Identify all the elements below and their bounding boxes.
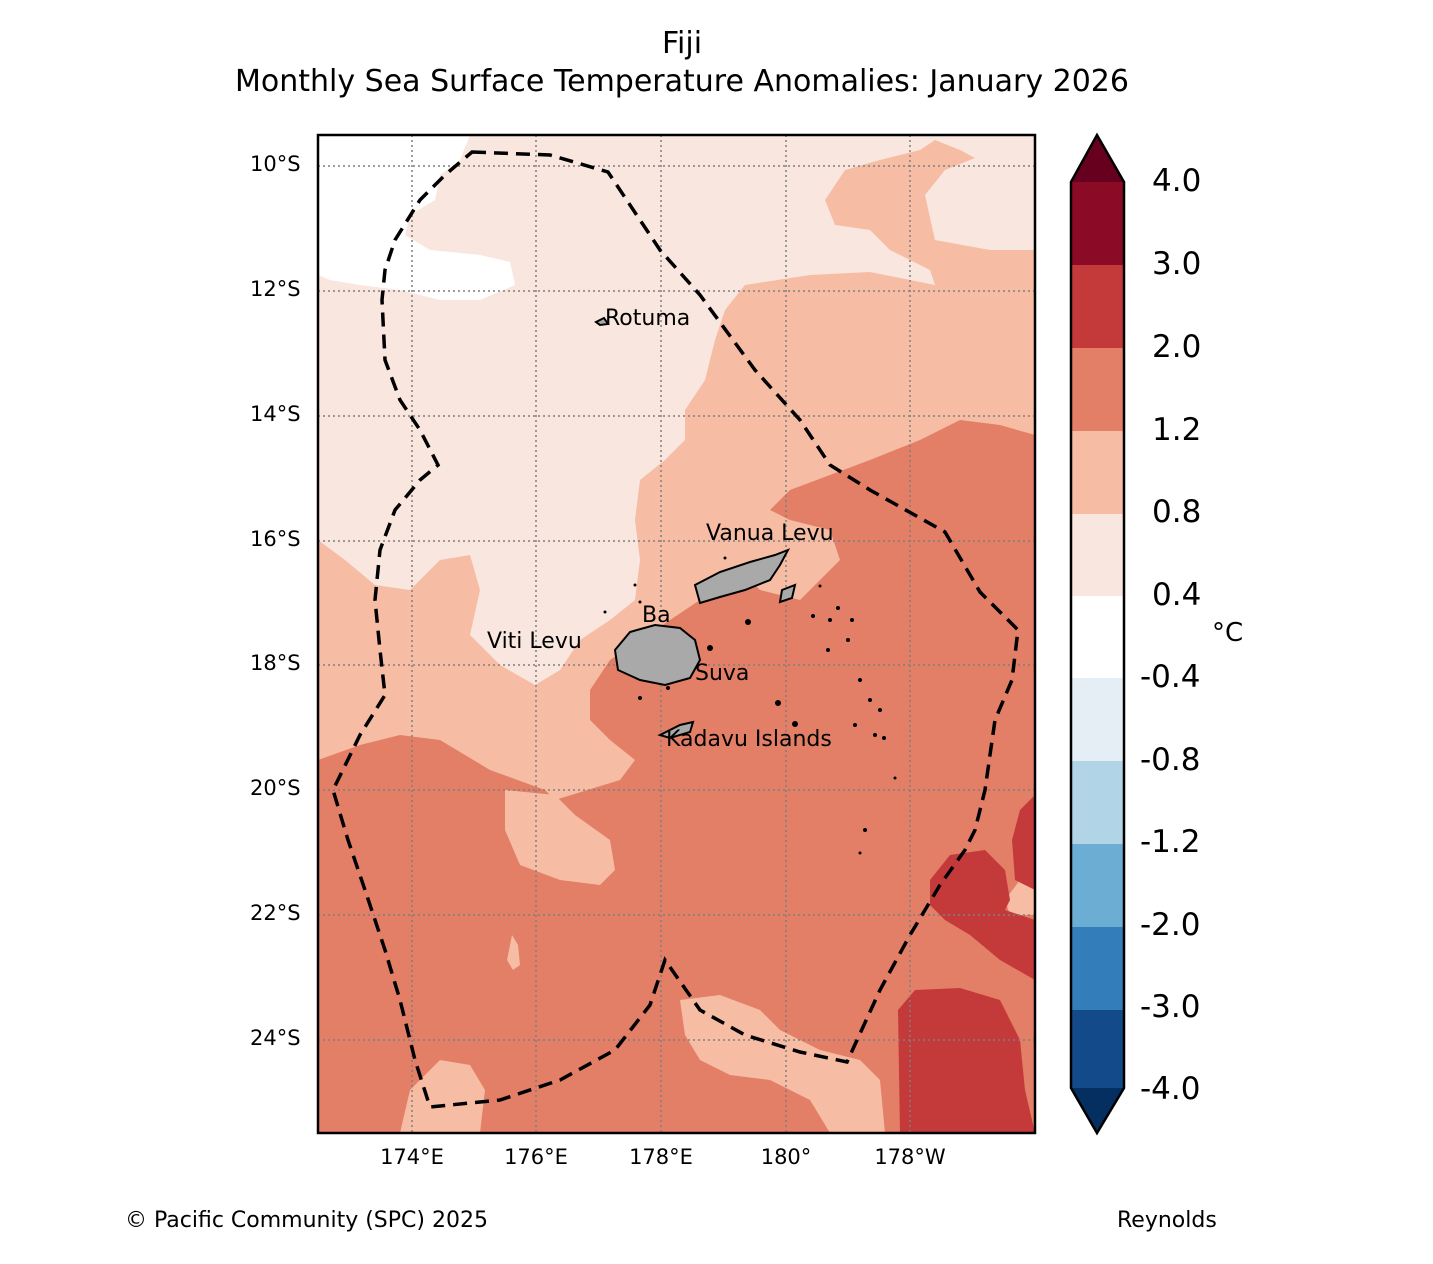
map-title-subtitle: Monthly Sea Surface Temperature Anomalie… (235, 64, 1129, 99)
colorbar-extend-min (1071, 1088, 1124, 1133)
taveuni-island (778, 583, 797, 604)
anomaly-band-neutral-2 (345, 178, 400, 225)
anomaly-band-0.8-1.2-tongue (505, 790, 615, 885)
place-label-kadavu-islands: Kadavu Islands (666, 727, 832, 752)
colorbar-tick: 1.2 (1152, 412, 1202, 448)
copyright-notice: © Pacific Community (SPC) 2025 (125, 1208, 488, 1233)
lat-label-14s: 14°S (250, 402, 301, 426)
place-label-viti-levu: Viti Levu (487, 629, 582, 654)
colorbar-tick: -0.8 (1140, 742, 1201, 778)
place-label-rotuma: Rotuma (605, 306, 691, 331)
colorbar-tick: 3.0 (1152, 246, 1202, 282)
lat-label-12s: 12°S (250, 277, 301, 301)
colorbar (1069, 132, 1126, 1136)
colorbar-unit-label: °C (1212, 618, 1244, 648)
place-label-ba: Ba (642, 603, 671, 628)
anomaly-band-2.0-3.0-east (930, 850, 1035, 980)
data-source-label: Reynolds (1117, 1208, 1217, 1233)
anomaly-band-0.8-1.2-southwest (400, 1060, 485, 1133)
small-islands (603, 556, 897, 855)
rotuma-island (594, 316, 610, 327)
colorbar-tick: 0.4 (1152, 577, 1202, 613)
kadavu-island (657, 720, 695, 740)
anomaly-band-0.8-1.2-east (1005, 880, 1035, 915)
colorbar-tick: -0.4 (1140, 659, 1201, 695)
lat-label-24s: 24°S (250, 1026, 301, 1050)
vanua-levu-island (693, 548, 791, 605)
lon-label-178w: 178°W (874, 1145, 946, 1169)
colorbar-tick: 4.0 (1152, 163, 1202, 199)
anomaly-band-1.2-2.0 (318, 420, 1035, 1133)
map-frame (316, 133, 1037, 1135)
place-label-vanua-levu: Vanua Levu (706, 521, 834, 546)
anomaly-band-neutral (318, 135, 515, 300)
lat-label-20s: 20°S (250, 776, 301, 800)
colorbar-tick: 0.8 (1152, 494, 1202, 530)
colorbar-tick: -3.0 (1140, 989, 1201, 1025)
colorbar-tick: 2.0 (1152, 329, 1202, 365)
anomaly-band-2.0-3.0-edge (1012, 795, 1035, 890)
colorbar-extend-max (1071, 135, 1124, 182)
map-title-region: Fiji (661, 26, 703, 61)
sst-anomaly-field (318, 135, 1035, 1133)
viti-levu-island (613, 623, 702, 687)
anomaly-band-2.0-3.0 (898, 988, 1035, 1133)
fiji-land (594, 316, 797, 740)
anomaly-band-0.8-1.2-south (680, 995, 885, 1133)
anomaly-band-0.8-1.2-spot (507, 935, 520, 970)
colorbar-tick: -1.2 (1140, 824, 1201, 860)
lon-label-176e: 176°E (504, 1145, 568, 1169)
place-label-suva: Suva (695, 661, 750, 686)
lon-label-174e: 174°E (380, 1145, 444, 1169)
lat-label-10s: 10°S (250, 152, 301, 176)
lat-label-18s: 18°S (250, 651, 301, 675)
lat-label-16s: 16°S (250, 527, 301, 551)
lon-label-180: 180° (760, 1145, 812, 1169)
colorbar-tick: -4.0 (1140, 1071, 1201, 1107)
lat-label-22s: 22°S (250, 901, 301, 925)
colorbar-tick: -2.0 (1140, 907, 1201, 943)
lon-label-178e: 178°E (629, 1145, 693, 1169)
